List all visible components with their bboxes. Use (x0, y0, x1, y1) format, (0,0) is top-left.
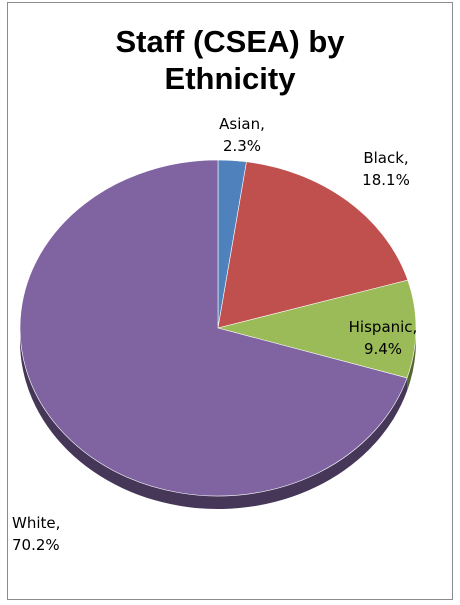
slice-label-category: Hispanic, (349, 318, 418, 336)
pie-top-layer (19, 159, 417, 497)
slice-label-category: White, (12, 514, 60, 532)
slice-label-value: 18.1% (362, 171, 410, 189)
slice-label-hispanic: Hispanic, 9.4% (349, 318, 418, 358)
pie-slice-black (217, 161, 409, 329)
slice-label-category: Black, (363, 149, 408, 167)
slice-label-value: 70.2% (12, 536, 60, 554)
pie-slice-hispanic (217, 279, 417, 379)
pie-label-layer: Asian, 2.3% Black, 18.1% Hispanic, 9.4% White,… (12, 115, 417, 554)
pie-side-layer (20, 328, 416, 509)
slice-label-black: Black, 18.1% (362, 149, 410, 189)
slice-label-value: 9.4% (364, 340, 402, 358)
chart-title-line-2: Ethnicity (164, 61, 296, 96)
slice-label-asian: Asian, 2.3% (219, 115, 265, 155)
pie-slice-white (19, 159, 408, 497)
slice-label-white: White, 70.2% (12, 514, 60, 554)
chart-title: Staff (CSEA) by Ethnicity (0, 23, 460, 97)
slice-label-value: 2.3% (223, 137, 261, 155)
chart-title-line-1: Staff (CSEA) by (115, 24, 345, 59)
slice-label-category: Asian, (219, 115, 265, 133)
pie-side-hispanic (407, 328, 416, 391)
